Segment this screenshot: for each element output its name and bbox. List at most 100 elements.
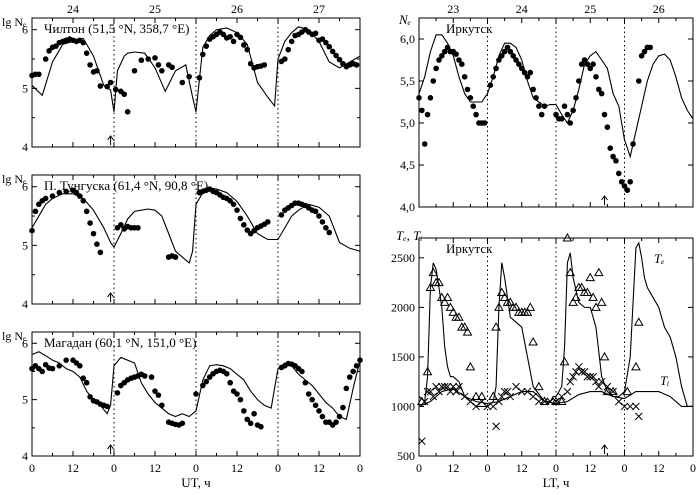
observed-point xyxy=(87,62,93,68)
observed-point xyxy=(441,48,448,55)
te-point xyxy=(602,386,613,396)
observed-point xyxy=(258,423,264,430)
observed-point xyxy=(436,57,442,63)
observed-point xyxy=(237,34,244,41)
observed-point xyxy=(49,365,56,372)
te-point xyxy=(568,297,578,306)
event-arrow-head xyxy=(601,444,608,450)
observed-point xyxy=(630,141,636,147)
observed-point xyxy=(635,78,642,84)
observed-point xyxy=(234,391,240,397)
observed-point xyxy=(186,73,192,80)
te-point xyxy=(422,366,433,376)
observed-point xyxy=(536,103,542,109)
te-point xyxy=(494,302,504,311)
te-point xyxy=(454,312,464,321)
y-axis-label: lg Nₑ xyxy=(2,172,26,186)
y-axis-label: lg Nₑ xyxy=(2,329,26,343)
observed-point xyxy=(513,57,519,63)
observed-point xyxy=(558,116,565,122)
observed-point xyxy=(524,74,531,80)
panel-tunguska: 4 5 6lg Nₑ П. Тунгуска (61,4 °N, 90,8 °E) xyxy=(2,172,361,311)
observed-point xyxy=(596,86,602,93)
x-tick-label: 0 xyxy=(416,461,422,475)
ti-point xyxy=(512,382,520,391)
observed-point xyxy=(46,48,52,54)
te-point xyxy=(436,292,447,301)
ti-point xyxy=(603,382,612,391)
te-point xyxy=(582,287,593,296)
ti-point xyxy=(455,382,463,391)
x-tick-label: 0 xyxy=(29,461,35,475)
observed-point xyxy=(94,67,100,74)
ti-point xyxy=(443,382,452,391)
observed-point xyxy=(638,53,645,59)
observed-point xyxy=(241,42,247,48)
day-label: 24 xyxy=(516,2,528,16)
observed-point xyxy=(319,219,326,225)
ti-point xyxy=(592,377,600,386)
x-tick-label: 12 xyxy=(149,461,161,475)
observed-point xyxy=(241,408,247,414)
te-point xyxy=(559,356,570,366)
te-point xyxy=(576,282,587,292)
observed-point xyxy=(251,410,257,417)
observed-point xyxy=(357,357,363,363)
observed-point xyxy=(203,43,210,49)
panel-title: Магадан (60,1 °N, 151,0 °E) xyxy=(44,335,196,350)
x-tick-label: 12 xyxy=(231,461,243,475)
te-point xyxy=(534,381,544,391)
te-point xyxy=(496,287,507,296)
observed-point xyxy=(340,404,346,411)
observed-point xyxy=(323,39,329,46)
observed-point xyxy=(56,189,63,196)
observed-point xyxy=(155,392,162,398)
observed-point xyxy=(53,43,59,49)
observed-point xyxy=(247,420,254,427)
y-tick-label: 5 xyxy=(22,81,28,95)
observed-point xyxy=(336,413,343,420)
ti-point xyxy=(460,392,469,401)
ti-point xyxy=(572,367,580,376)
ti-point xyxy=(620,402,629,411)
model-line xyxy=(31,351,361,421)
observed-point xyxy=(152,388,158,394)
observed-point xyxy=(621,183,628,189)
y-tick-label: 5 xyxy=(22,393,28,407)
observed-point xyxy=(573,95,579,101)
observed-point xyxy=(618,179,625,185)
te-point xyxy=(445,302,456,311)
te-point xyxy=(599,351,610,361)
observed-point xyxy=(36,201,42,208)
y-axis-label: Nₑ xyxy=(398,12,411,27)
ti-point xyxy=(517,387,526,396)
observed-point xyxy=(302,379,309,386)
observed-point xyxy=(329,48,336,55)
y-tick-label: 1000 xyxy=(391,399,415,413)
observed-point xyxy=(148,374,155,380)
ti-point xyxy=(529,392,538,401)
ti-point xyxy=(426,387,435,396)
observed-point xyxy=(570,107,576,114)
ti-point xyxy=(440,382,449,391)
ti-point xyxy=(506,392,515,401)
observed-point xyxy=(39,368,46,375)
ti-point xyxy=(466,397,475,406)
observed-point xyxy=(567,120,574,126)
x-tick-label: 0 xyxy=(111,461,117,475)
observed-point xyxy=(237,396,244,403)
ti-point xyxy=(569,372,577,381)
observed-point xyxy=(83,208,90,215)
x-tick-label: 12 xyxy=(653,461,665,475)
observed-point xyxy=(172,254,179,260)
te-point xyxy=(525,302,536,311)
x-axis-label: LT, ч xyxy=(543,475,570,490)
day-label: 24 xyxy=(67,2,79,16)
observed-point xyxy=(350,368,356,375)
observed-point xyxy=(135,224,141,231)
observed-point xyxy=(94,241,100,247)
te-point xyxy=(539,396,550,405)
observed-point xyxy=(112,86,119,93)
observed-point xyxy=(615,170,622,177)
